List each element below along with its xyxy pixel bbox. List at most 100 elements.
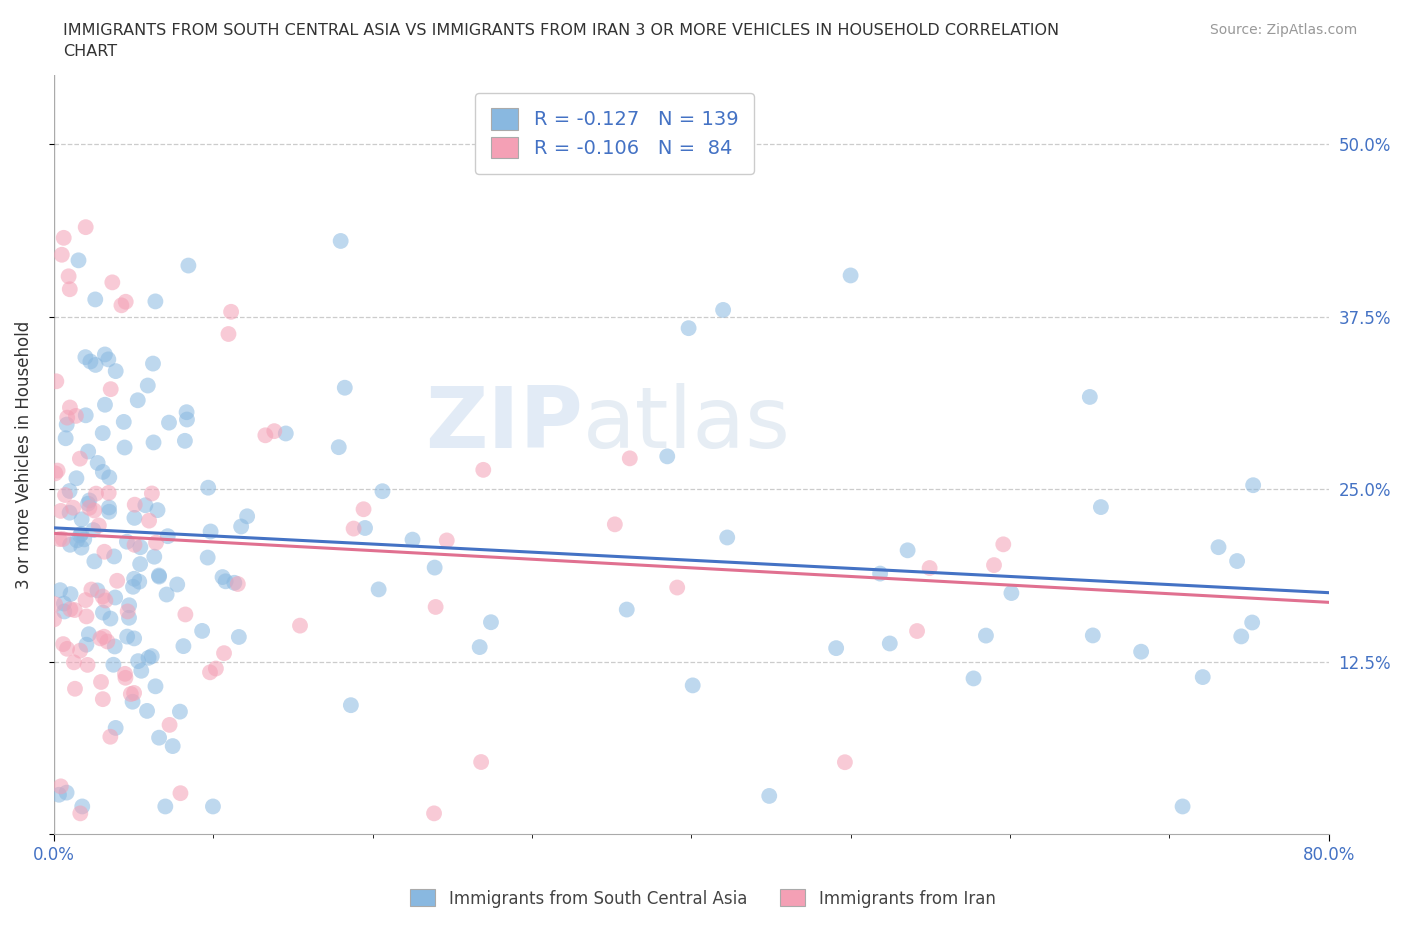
Point: [162, 738, 184, 753]
Point: [1000, 586, 1022, 601]
Point: [118, 598, 141, 613]
Point: [75, 350, 97, 365]
Point: [115, 534, 138, 549]
Point: [93, 630, 115, 644]
Point: [76, 658, 98, 672]
Point: [1191, 670, 1213, 684]
Point: [145, 679, 167, 694]
Point: [470, 754, 492, 769]
Point: [104, 639, 127, 654]
Point: [993, 537, 1015, 551]
Point: [974, 628, 997, 643]
Point: [129, 557, 152, 572]
Point: [86, 583, 108, 598]
Point: [66, 533, 89, 548]
Point: [114, 440, 136, 455]
Y-axis label: 3 or more Vehicles in Household: 3 or more Vehicles in Household: [15, 321, 32, 589]
Point: [142, 356, 165, 371]
Point: [145, 294, 167, 309]
Point: [136, 703, 159, 718]
Point: [148, 568, 170, 583]
Point: [65, 471, 87, 485]
Point: [1081, 628, 1104, 643]
Point: [52, 532, 75, 547]
Point: [53, 487, 76, 502]
Point: [666, 580, 689, 595]
Point: [56, 642, 79, 657]
Point: [77, 445, 100, 459]
Point: [58, 505, 80, 520]
Point: [77, 627, 100, 642]
Point: [110, 298, 132, 312]
Point: [62, 500, 84, 515]
Point: [98, 729, 121, 744]
Point: [91, 589, 114, 604]
Point: [328, 440, 350, 455]
Point: [678, 321, 700, 336]
Point: [136, 379, 159, 393]
Point: [59, 400, 82, 415]
Point: [65, 408, 87, 423]
Point: [52, 231, 75, 246]
Point: [96, 634, 118, 649]
Point: [122, 571, 145, 586]
Point: [83, 503, 105, 518]
Point: [97, 485, 120, 500]
Point: [91, 464, 114, 479]
Point: [51, 247, 73, 262]
Point: [205, 661, 228, 676]
Point: [962, 671, 984, 685]
Point: [371, 484, 394, 498]
Point: [105, 573, 128, 588]
Point: [616, 602, 638, 617]
Point: [82, 523, 104, 538]
Text: ZIP: ZIP: [425, 383, 583, 466]
Point: [63, 682, 86, 697]
Point: [115, 630, 138, 644]
Point: [128, 574, 150, 589]
Point: [423, 560, 446, 575]
Point: [124, 498, 146, 512]
Text: atlas: atlas: [583, 383, 792, 466]
Point: [79, 500, 101, 515]
Point: [84, 357, 107, 372]
Point: [122, 579, 145, 594]
Point: [197, 480, 219, 495]
Point: [839, 268, 862, 283]
Point: [1130, 644, 1153, 659]
Point: [70, 512, 93, 526]
Point: [224, 576, 246, 591]
Point: [288, 618, 311, 633]
Point: [69, 528, 91, 543]
Point: [59, 538, 82, 552]
Point: [44, 466, 66, 481]
Point: [263, 424, 285, 439]
Point: [423, 806, 446, 821]
Point: [69, 451, 91, 466]
Point: [69, 806, 91, 821]
Point: [143, 550, 166, 565]
Point: [53, 604, 76, 618]
Point: [254, 428, 277, 443]
Point: [198, 665, 221, 680]
Point: [159, 717, 181, 732]
Point: [219, 304, 242, 319]
Point: [58, 269, 80, 284]
Point: [63, 603, 86, 618]
Point: [94, 397, 117, 412]
Point: [91, 426, 114, 441]
Point: [104, 721, 127, 736]
Text: IMMIGRANTS FROM SOUTH CENTRAL ASIA VS IMMIGRANTS FROM IRAN 3 OR MORE VEHICLES IN: IMMIGRANTS FROM SOUTH CENTRAL ASIA VS IM…: [63, 23, 1059, 38]
Point: [191, 623, 214, 638]
Point: [48, 788, 70, 803]
Point: [42, 612, 65, 627]
Point: [127, 654, 149, 669]
Point: [918, 561, 941, 576]
Point: [52, 596, 75, 611]
Point: [711, 302, 734, 317]
Point: [226, 577, 249, 591]
Point: [329, 233, 352, 248]
Point: [52, 637, 75, 652]
Point: [83, 554, 105, 569]
Point: [56, 410, 79, 425]
